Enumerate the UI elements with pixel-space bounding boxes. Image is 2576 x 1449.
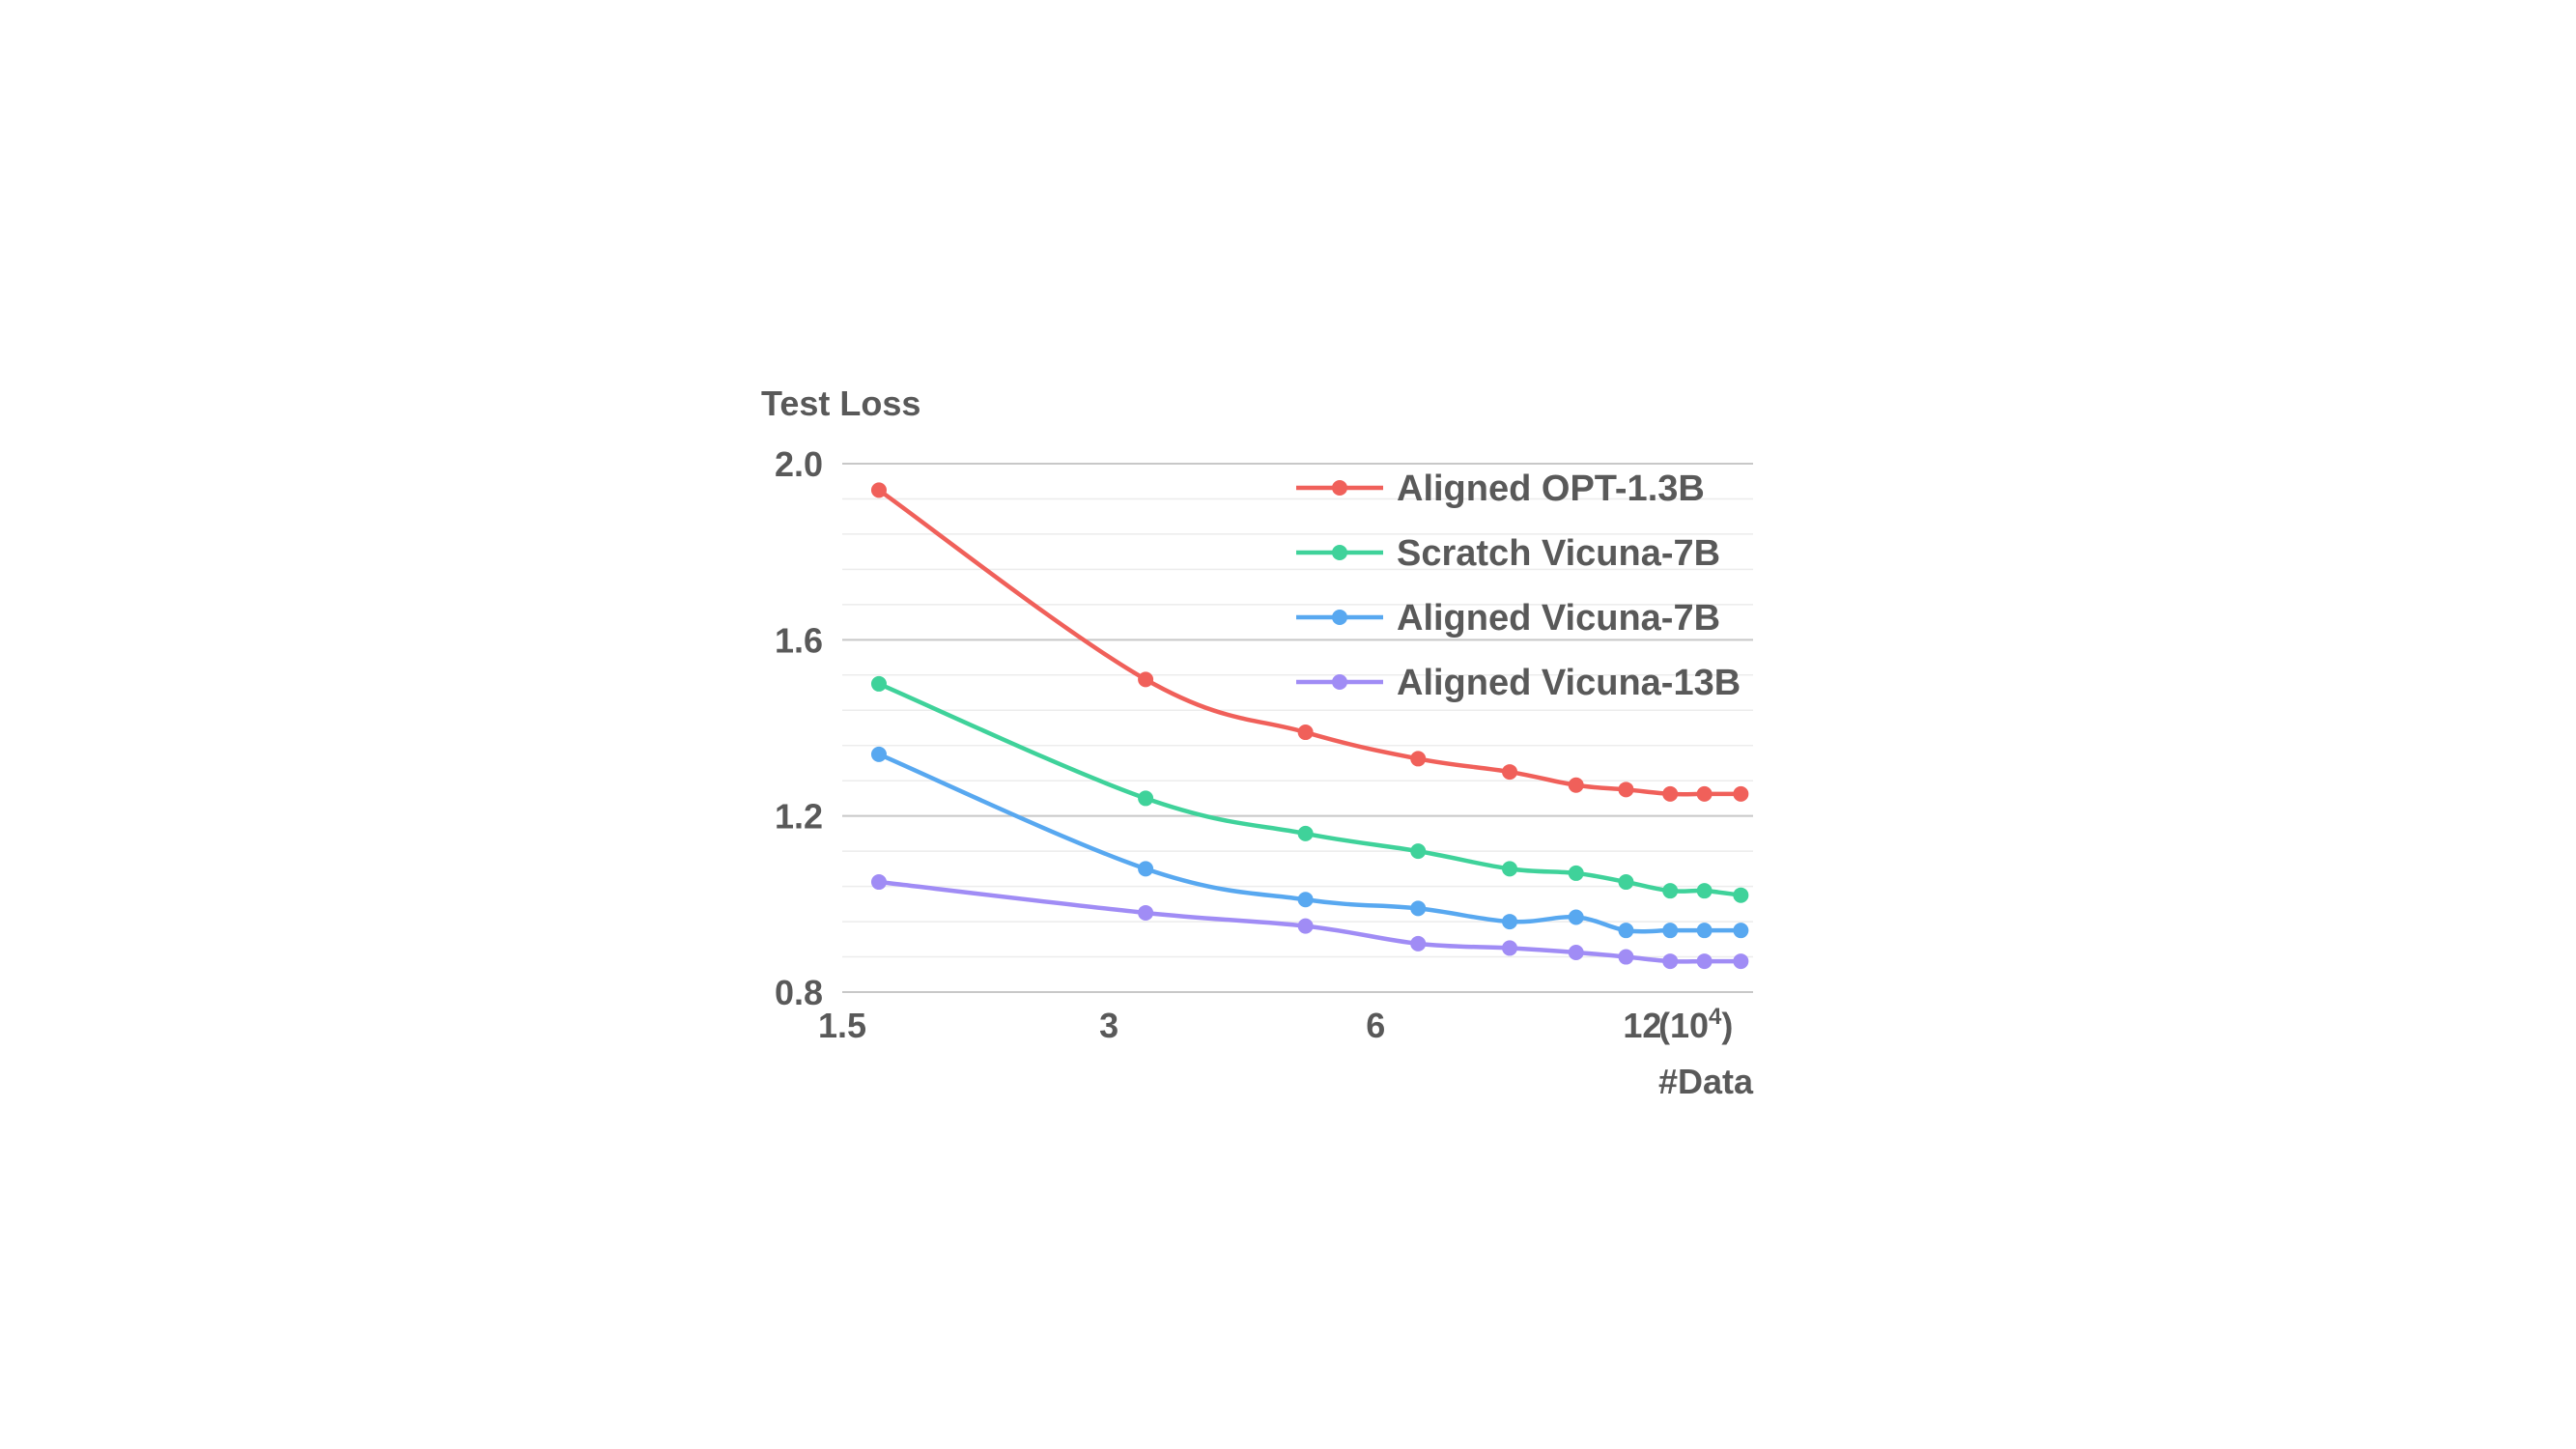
series-aligned-vicuna-13b xyxy=(870,874,1749,970)
data-point xyxy=(1502,764,1518,781)
axis-ticks: 2.0 1.6 1.2 0.81.5 3 6 12 xyxy=(775,444,1661,1045)
x-tick-label: 12 xyxy=(1623,1006,1661,1045)
data-point xyxy=(1662,923,1679,939)
data-point xyxy=(1662,953,1679,970)
legend-swatch-marker xyxy=(1332,674,1347,690)
y-tick-label: 1.6 xyxy=(775,620,823,660)
data-point xyxy=(1733,887,1749,903)
data-point xyxy=(1618,949,1634,965)
legend-swatch-marker xyxy=(1332,545,1347,560)
legend-item: Scratch Vicuna-7B xyxy=(1296,533,1720,574)
data-point xyxy=(1297,724,1314,741)
y-tick-label: 1.2 xyxy=(775,797,823,837)
legend-item: Aligned OPT-1.3B xyxy=(1296,469,1705,509)
data-point xyxy=(870,746,887,762)
data-point xyxy=(1618,923,1634,939)
data-point xyxy=(1618,781,1634,798)
data-point xyxy=(1297,892,1314,908)
data-point xyxy=(870,482,887,498)
legend-swatch-marker xyxy=(1332,480,1347,496)
legend-label: Aligned Vicuna-7B xyxy=(1397,598,1720,639)
x-axis-unit: (104) xyxy=(1658,1004,1733,1045)
data-point xyxy=(1410,751,1427,767)
data-point xyxy=(1696,785,1713,802)
data-point xyxy=(1733,923,1749,939)
legend-label: Aligned Vicuna-13B xyxy=(1397,663,1741,703)
legend-label: Scratch Vicuna-7B xyxy=(1397,533,1720,574)
y-tick-label: 2.0 xyxy=(775,444,823,484)
series-scratch-vicuna-7b xyxy=(870,675,1749,903)
gridlines xyxy=(842,463,1753,993)
y-tick-label: 0.8 xyxy=(775,973,823,1012)
series-aligned-opt-1-3b xyxy=(870,482,1749,802)
data-point xyxy=(1662,785,1679,802)
data-point xyxy=(1138,671,1154,688)
data-point xyxy=(1502,940,1518,956)
data-point xyxy=(1138,904,1154,921)
data-point xyxy=(1138,790,1154,807)
x-tick-label: 3 xyxy=(1099,1006,1118,1045)
data-point xyxy=(870,675,887,692)
data-point xyxy=(1618,874,1634,891)
y-axis-title: Test Loss xyxy=(761,384,920,423)
data-point xyxy=(1696,883,1713,899)
data-point xyxy=(1410,935,1427,952)
data-point xyxy=(1410,900,1427,917)
data-point xyxy=(1733,785,1749,802)
series-aligned-vicuna-7b xyxy=(870,746,1749,939)
data-point xyxy=(1696,953,1713,970)
legend-label: Aligned OPT-1.3B xyxy=(1397,469,1705,509)
legend: Aligned OPT-1.3B Scratch Vicuna-7B Aligned… xyxy=(1296,469,1741,703)
legend-swatch-marker xyxy=(1332,610,1347,625)
data-point xyxy=(1568,944,1584,960)
data-point xyxy=(1502,914,1518,930)
data-point xyxy=(1662,883,1679,899)
data-point xyxy=(1568,865,1584,881)
data-point xyxy=(870,874,887,891)
series-lines xyxy=(870,482,1749,970)
data-point xyxy=(1502,861,1518,877)
legend-item: Aligned Vicuna-7B xyxy=(1296,598,1720,639)
data-point xyxy=(1138,861,1154,877)
data-point xyxy=(1297,918,1314,934)
data-point xyxy=(1568,909,1584,925)
data-point xyxy=(1297,825,1314,841)
x-tick-label: 1.5 xyxy=(818,1006,866,1045)
data-point xyxy=(1410,843,1427,860)
data-point xyxy=(1696,923,1713,939)
x-axis-title: #Data xyxy=(1658,1062,1754,1101)
data-point xyxy=(1733,953,1749,970)
legend-item: Aligned Vicuna-13B xyxy=(1296,663,1741,703)
x-tick-label: 6 xyxy=(1366,1006,1385,1045)
data-point xyxy=(1568,777,1584,793)
